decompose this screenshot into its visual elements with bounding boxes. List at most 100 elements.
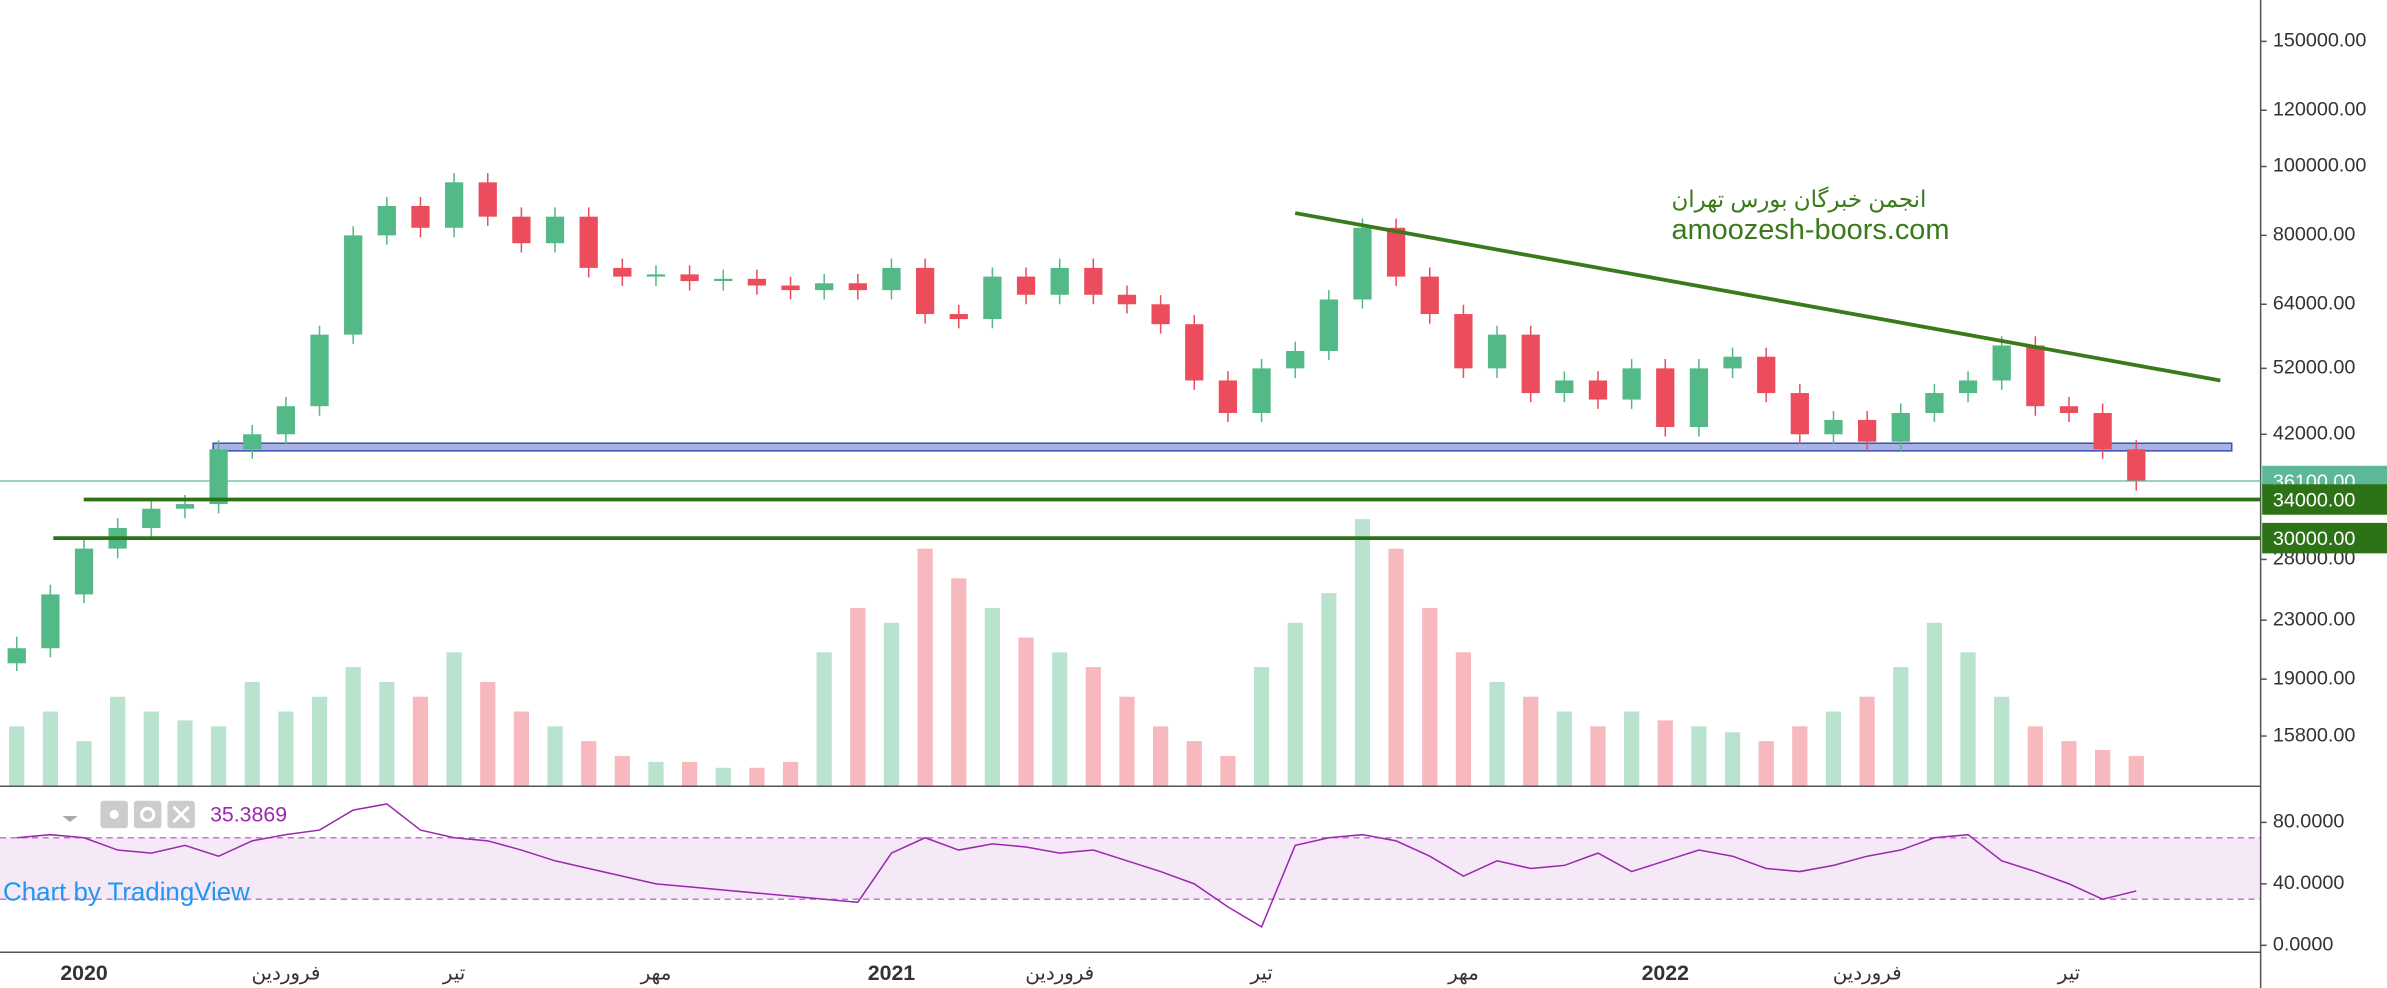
- candle-body: [478, 182, 497, 217]
- volume-bar: [782, 761, 799, 786]
- candle-body: [1925, 393, 1944, 413]
- indicator-controls[interactable]: [62, 800, 195, 829]
- candle-body: [175, 504, 195, 509]
- volume-bar: [581, 741, 597, 786]
- volume-bar: [1455, 652, 1472, 786]
- candle-body: [344, 235, 363, 335]
- candle-body: [2059, 406, 2079, 413]
- volume-bar: [1018, 637, 1034, 786]
- volume-bar: [1354, 519, 1371, 786]
- volume-bar: [614, 755, 630, 786]
- y-tick-label: 42000.00: [2273, 423, 2356, 445]
- volume-bar: [850, 607, 866, 786]
- candle-body: [1790, 393, 1809, 435]
- volume-bar: [177, 720, 193, 786]
- candle-body: [310, 334, 329, 407]
- volume-bar: [1186, 741, 1202, 786]
- volume-bar: [2128, 755, 2144, 786]
- x-tick-label: 2021: [868, 961, 916, 985]
- level-label: 34000.00: [2273, 489, 2356, 511]
- volume-bar: [1960, 652, 1976, 786]
- volume-bar: [311, 696, 328, 786]
- volume-bar: [110, 696, 126, 786]
- volume-bar: [1220, 755, 1236, 786]
- volume-bar: [1153, 726, 1169, 786]
- x-tick-label: 2020: [60, 961, 107, 985]
- close-icon: [172, 805, 190, 824]
- volume-bar: [1893, 667, 1909, 786]
- candle-body: [1958, 380, 1978, 394]
- candle-body: [74, 548, 94, 595]
- volume-bar: [2027, 726, 2043, 786]
- credit: Chart by TradingView: [3, 878, 250, 906]
- candle-body: [1016, 276, 1036, 295]
- candle-body: [377, 205, 396, 236]
- candle-body: [1757, 356, 1776, 394]
- rsi-y-tick-label: 80.0000: [2273, 811, 2345, 833]
- volume-bar: [244, 681, 260, 786]
- x-tick-label: تیر: [1249, 963, 1272, 985]
- volume-bar: [682, 761, 698, 786]
- settings-button[interactable]: [133, 800, 162, 829]
- volume-bar: [883, 622, 900, 786]
- volume-bar: [749, 767, 765, 786]
- candle-body: [646, 274, 666, 277]
- y-tick-label: 23000.00: [2273, 608, 2356, 630]
- candle-body: [1319, 299, 1338, 352]
- candle-body: [276, 406, 296, 435]
- candle-body: [1857, 419, 1877, 442]
- volume-bar: [9, 726, 25, 786]
- candle-body: [1555, 380, 1574, 394]
- rsi-y-tick-label: 0.0000: [2273, 934, 2334, 956]
- rsi-y-tick-label: 40.0000: [2273, 872, 2345, 894]
- x-tick-label: فروردین: [1833, 963, 1902, 985]
- volume-bar: [547, 726, 563, 786]
- candle-body: [1286, 351, 1305, 369]
- rsi-value-label: 35.3869: [210, 803, 287, 827]
- volume-bar: [480, 681, 496, 786]
- candle-body: [1353, 227, 1372, 300]
- volume-bar: [715, 767, 731, 786]
- volume-bar: [1321, 593, 1337, 786]
- candle-body: [915, 267, 935, 315]
- candle-body: [1117, 294, 1137, 305]
- candle-body: [1689, 368, 1709, 428]
- volume-bar: [1422, 607, 1438, 786]
- candle-body: [1252, 368, 1271, 413]
- volume-bar: [1691, 726, 1707, 786]
- candle-body: [243, 434, 262, 450]
- candle-body: [613, 267, 632, 277]
- candle-body: [1218, 380, 1238, 413]
- volume-bar: [1287, 622, 1303, 786]
- collapse-arrow[interactable]: [62, 815, 78, 823]
- candle-body: [2026, 345, 2045, 407]
- support-zone: [212, 442, 2233, 452]
- volume-bar: [345, 667, 361, 786]
- candle-body: [1992, 345, 2011, 381]
- candle-body: [1588, 380, 1608, 400]
- candle-body: [1151, 304, 1170, 325]
- x-tick-label: فروردین: [1025, 963, 1094, 985]
- level-box: [2262, 522, 2387, 554]
- volume-bar: [1859, 696, 1875, 786]
- volume-bar: [379, 681, 395, 786]
- candle-body: [7, 648, 26, 664]
- x-tick-label: مهر: [640, 963, 672, 985]
- volume-bar: [917, 548, 933, 786]
- y-tick-label: 19000.00: [2273, 667, 2356, 689]
- watermark-url: amoozesh-boors.com: [1672, 214, 1950, 246]
- x-tick-label: 2022: [1642, 961, 1689, 985]
- y-tick-label: 52000.00: [2273, 357, 2356, 379]
- candle-body: [1622, 368, 1641, 400]
- volume-bar: [1489, 681, 1505, 786]
- volume-bar: [143, 711, 159, 786]
- level-box: [2262, 484, 2387, 515]
- candle-body: [41, 594, 60, 649]
- watermark-title: انجمن خبرگان بورس تهران: [1672, 186, 1927, 213]
- volume-bar: [412, 696, 429, 786]
- candle-body: [579, 216, 598, 268]
- volume-bar: [1590, 726, 1606, 786]
- rsi-line: [16, 803, 2137, 928]
